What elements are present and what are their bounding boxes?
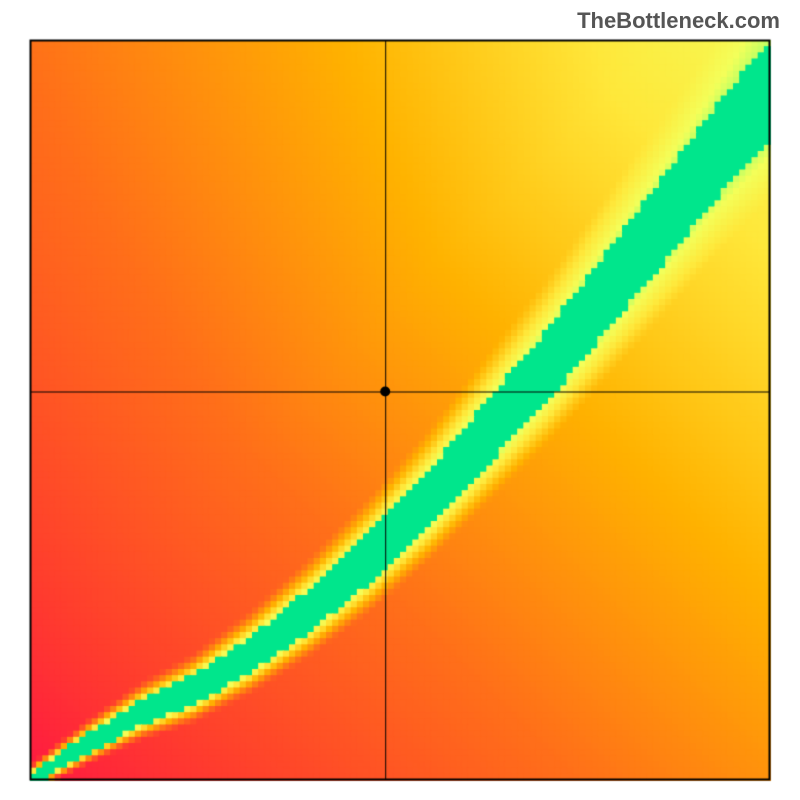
heatmap-canvas <box>0 0 800 800</box>
chart-container: TheBottleneck.com <box>0 0 800 800</box>
watermark-text: TheBottleneck.com <box>577 8 780 34</box>
